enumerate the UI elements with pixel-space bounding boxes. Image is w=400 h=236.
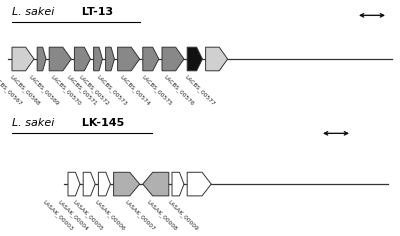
Polygon shape bbox=[12, 47, 34, 71]
Polygon shape bbox=[106, 47, 114, 71]
Text: LASAK_00008: LASAK_00008 bbox=[145, 199, 178, 232]
Polygon shape bbox=[118, 47, 140, 71]
Text: LASAK_00004: LASAK_00004 bbox=[56, 199, 89, 232]
Polygon shape bbox=[162, 47, 184, 71]
Polygon shape bbox=[98, 172, 110, 196]
Polygon shape bbox=[172, 172, 184, 196]
Text: LACBS_00572: LACBS_00572 bbox=[77, 74, 110, 107]
Text: LACBS_00570: LACBS_00570 bbox=[50, 74, 82, 107]
Polygon shape bbox=[206, 47, 228, 71]
Polygon shape bbox=[114, 172, 140, 196]
Text: LACBS_00577: LACBS_00577 bbox=[184, 74, 217, 107]
Text: LK-145: LK-145 bbox=[78, 118, 124, 128]
Polygon shape bbox=[143, 47, 159, 71]
Text: LACBS_00574: LACBS_00574 bbox=[118, 74, 151, 107]
Text: LASAK_00003: LASAK_00003 bbox=[41, 199, 74, 232]
Text: LACBS_00571: LACBS_00571 bbox=[65, 74, 98, 107]
Polygon shape bbox=[74, 47, 90, 71]
Polygon shape bbox=[49, 47, 71, 71]
Polygon shape bbox=[187, 172, 211, 196]
Text: LASAK_00007: LASAK_00007 bbox=[123, 199, 156, 232]
Text: L. sakei: L. sakei bbox=[12, 118, 54, 128]
Polygon shape bbox=[94, 47, 102, 71]
Text: LACBS_00576: LACBS_00576 bbox=[162, 74, 195, 107]
Text: LACBS_00567: LACBS_00567 bbox=[0, 74, 23, 107]
Text: LACBS_00568: LACBS_00568 bbox=[9, 74, 42, 107]
Text: LASAK_00005: LASAK_00005 bbox=[72, 199, 104, 232]
Text: LT-13: LT-13 bbox=[78, 7, 113, 17]
Polygon shape bbox=[187, 47, 202, 71]
Polygon shape bbox=[143, 172, 169, 196]
Text: LASAK_00009: LASAK_00009 bbox=[166, 199, 199, 232]
Text: LACBS_00569: LACBS_00569 bbox=[28, 74, 60, 107]
Text: LACBS_00575: LACBS_00575 bbox=[140, 74, 173, 107]
Text: LASAK_00006: LASAK_00006 bbox=[94, 199, 126, 232]
Polygon shape bbox=[68, 172, 80, 196]
Polygon shape bbox=[83, 172, 95, 196]
Text: L. sakei: L. sakei bbox=[12, 7, 54, 17]
Text: LACBS_00573: LACBS_00573 bbox=[96, 74, 129, 107]
Polygon shape bbox=[37, 47, 46, 71]
